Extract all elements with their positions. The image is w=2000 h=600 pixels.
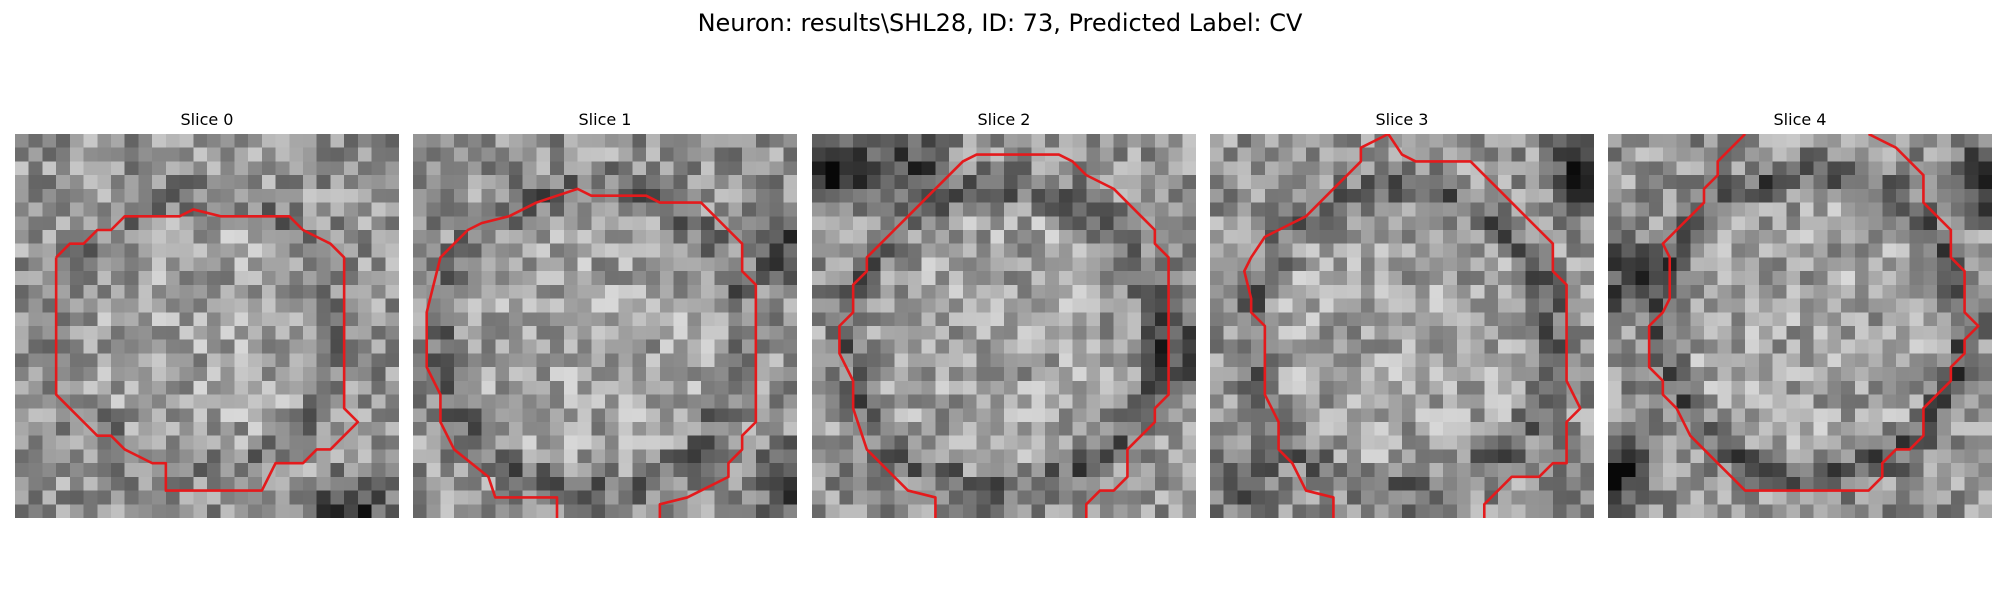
neuron-contour [54, 208, 360, 492]
slice-title: Slice 2 [977, 110, 1031, 129]
slice-image-0 [15, 134, 399, 518]
slice-title: Slice 4 [1773, 110, 1827, 129]
microscopy-image [812, 134, 1196, 518]
microscopy-image [15, 134, 399, 518]
slice-panel-3: Slice 3 [1210, 110, 1594, 518]
slice-panel-2: Slice 2 [812, 110, 1196, 518]
neuron-contour [1647, 134, 1980, 492]
slice-image-1 [413, 134, 797, 518]
slice-panel-4: Slice 4 [1608, 110, 1992, 518]
slice-title: Slice 1 [578, 110, 632, 129]
neuron-contour [838, 153, 1170, 518]
microscopy-image [1608, 134, 1992, 518]
figure-title: Neuron: results\SHL28, ID: 73, Predicted… [697, 9, 1303, 37]
slice-panel-1: Slice 1 [413, 110, 797, 518]
microscopy-image [413, 134, 797, 518]
slice-image-2 [812, 134, 1196, 518]
slice-panel-0: Slice 0 [15, 110, 399, 518]
slice-title: Slice 0 [180, 110, 234, 129]
slice-title: Slice 3 [1375, 110, 1429, 129]
neuron-contour [1242, 134, 1582, 518]
neuron-contour [425, 187, 758, 518]
microscopy-image [1210, 134, 1594, 518]
slice-image-4 [1608, 134, 1992, 518]
slice-image-3 [1210, 134, 1594, 518]
